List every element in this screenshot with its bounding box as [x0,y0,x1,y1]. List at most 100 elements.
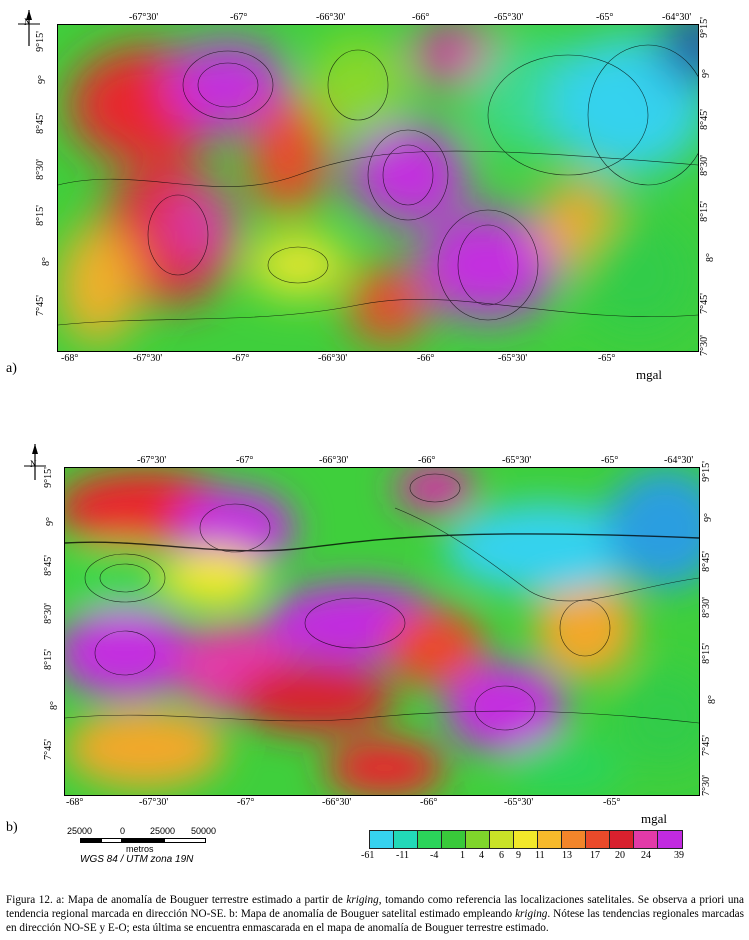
top-tick: -65° [601,455,619,466]
panel-label-b: b) [6,820,18,835]
scalebar-segment [122,838,164,843]
colorbar-tick: 17 [590,850,600,861]
top-tick: -66° [418,455,436,466]
right-tick: 8°30' [700,597,712,618]
bottom-tick: -67° [232,353,250,364]
left-tick: 7°45' [34,295,46,316]
right-tick: 7°30' [700,775,712,796]
top-tick: -64°30' [664,455,694,466]
caption-prefix: Figura 12. a: Mapa de anomalía de Bougue… [6,894,347,906]
caption-suffix: . Nótese las tendencias regionales marca… [6,908,744,934]
bottom-tick: -65°30' [504,797,534,808]
colorbar-swatch [538,831,562,848]
caption-emphasis: kriging [346,894,379,906]
bottom-tick: -65°30' [498,353,528,364]
colorbar-swatch [466,831,490,848]
north-arrow-icon [14,8,44,48]
bottom-tick: -67°30' [139,797,169,808]
colorbar-tick: -11 [396,850,409,861]
right-tick: 7°45' [700,735,712,756]
right-tick: 8°15' [700,643,712,664]
top-tick: -67°30' [129,12,159,23]
north-label: N [24,17,31,27]
bottom-tick: -67°30' [133,353,163,364]
left-tick: 8°45' [42,555,54,576]
colorbar-tick: -4 [430,850,439,861]
left-tick: 8°15' [42,649,54,670]
top-tick: -65°30' [502,455,532,466]
bouguer-map-satelital [64,467,700,796]
left-tick: 8°30' [42,603,54,624]
right-tick: 9° [701,69,712,78]
scalebar-label: 0 [120,826,126,836]
right-tick: 9°15' [700,461,712,482]
right-tick: 8°30' [698,155,710,176]
right-tick: 8°45' [698,109,710,130]
top-tick: -65° [596,12,614,23]
scalebar-segment [164,838,206,843]
left-tick: 8°15' [34,205,46,226]
bottom-tick: -66°30' [318,353,348,364]
left-tick: 8° [41,257,52,266]
right-tick: 8° [707,695,718,704]
panel-label-a: a) [6,361,17,376]
bottom-tick: -68° [66,797,84,808]
bottom-tick: -67° [237,797,255,808]
bottom-tick: -65° [598,353,616,364]
top-tick: -67° [230,12,248,23]
colorbar-tick: 39 [674,850,684,861]
figure-caption: Figura 12. a: Mapa de anomalía de Bougue… [6,893,744,935]
right-tick: 7°45' [698,293,710,314]
left-tick: 8°30' [34,159,46,180]
right-tick: 8°45' [700,551,712,572]
top-tick: -65°30' [494,12,524,23]
bottom-tick: -68° [61,353,79,364]
colorbar-swatch [562,831,586,848]
colorbar-tick: 1 [460,850,465,861]
bottom-tick: -66° [417,353,435,364]
right-tick: 7°30' [698,335,710,356]
top-tick: -66° [412,12,430,23]
left-tick: 8° [49,701,60,710]
colorbar-swatch [442,831,466,848]
colorbar-swatch [490,831,514,848]
scalebar-label: 25000 [67,826,93,836]
scalebar-label: 25000 [150,826,176,836]
colorbar-swatch [370,831,394,848]
left-tick: 7°45' [42,739,54,760]
top-tick: -64°30' [662,12,692,23]
scalebar-label: 50000 [191,826,217,836]
colorbar-tick: 20 [615,850,625,861]
left-tick: 9° [45,517,56,526]
left-tick: 9° [37,75,48,84]
colorbar-swatch [586,831,610,848]
bouguer-map-terrestre [57,24,699,352]
north-label: N [30,459,37,469]
colorbar-tick: 6 [499,850,504,861]
left-tick: 9°15' [42,467,54,488]
colorbar-tick: 4 [479,850,484,861]
caption-emphasis: kriging [515,908,548,920]
colorbar-tick: -61 [361,850,375,861]
colorbar-swatch [514,831,538,848]
projection-label: WGS 84 / UTM zona 19N [80,854,194,865]
colorbar-swatch [418,831,442,848]
colorbar-swatch [394,831,418,848]
caption-middle: , tomando como referencia las localizaci… [6,894,744,920]
scalebar-unit: metros [126,844,154,854]
colorbar-tick: 24 [641,850,651,861]
colorbar-swatch [634,831,658,848]
top-tick: -67° [236,455,254,466]
top-tick: -67°30' [137,455,167,466]
bottom-tick: -65° [603,797,621,808]
right-tick: 8° [705,253,716,262]
unit-label-b: mgal [641,811,667,826]
left-tick: 9°15' [34,31,46,52]
colorbar-swatches [369,830,683,849]
bottom-tick: -66° [420,797,438,808]
bottom-tick: -66°30' [322,797,352,808]
north-arrow-icon [20,442,50,482]
colorbar-tick: 11 [535,850,545,861]
colorbar-tick: 13 [562,850,572,861]
colorbar-swatch [610,831,634,848]
